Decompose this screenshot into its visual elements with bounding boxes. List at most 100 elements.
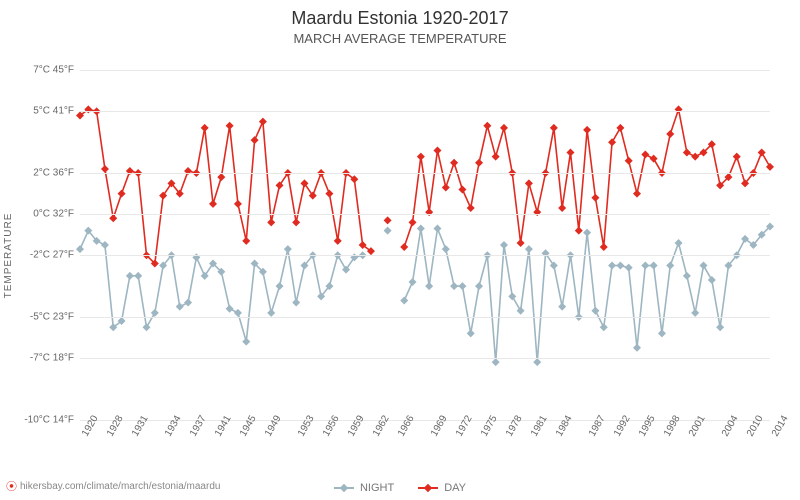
night-marker: [517, 307, 525, 315]
legend-label-day: DAY: [444, 482, 466, 494]
night-marker: [600, 323, 608, 331]
night-marker: [691, 309, 699, 317]
gridline: [80, 214, 770, 215]
gridline: [80, 255, 770, 256]
night-marker: [716, 323, 724, 331]
y-tick-label: -5°C 23°F: [30, 311, 80, 322]
night-marker: [384, 227, 392, 235]
source-text: hikersbay.com/climate/march/estonia/maar…: [20, 481, 220, 492]
gridline: [80, 420, 770, 421]
day-marker: [267, 218, 275, 226]
day-marker: [475, 159, 483, 167]
day-marker: [525, 179, 533, 187]
day-marker: [500, 124, 508, 132]
day-marker: [109, 214, 117, 222]
day-marker: [292, 218, 300, 226]
night-marker: [126, 272, 134, 280]
day-marker: [666, 130, 674, 138]
day-marker: [633, 190, 641, 198]
day-marker: [442, 183, 450, 191]
night-marker: [234, 309, 242, 317]
night-marker: [425, 282, 433, 290]
day-marker: [483, 122, 491, 130]
night-marker: [650, 262, 658, 270]
day-marker: [600, 243, 608, 251]
day-marker: [334, 237, 342, 245]
night-marker: [226, 305, 234, 313]
night-marker: [558, 303, 566, 311]
night-marker: [683, 272, 691, 280]
night-marker: [267, 309, 275, 317]
night-marker: [633, 344, 641, 352]
day-marker: [101, 165, 109, 173]
day-marker: [450, 159, 458, 167]
day-marker: [118, 190, 126, 198]
night-marker: [625, 264, 633, 272]
legend-marker-day: [418, 487, 438, 489]
night-marker: [151, 309, 159, 317]
day-line: [80, 109, 371, 263]
y-tick-label: 7°C 45°F: [33, 65, 80, 76]
night-marker: [508, 292, 516, 300]
night-marker: [242, 338, 250, 346]
y-tick-label: -2°C 27°F: [30, 250, 80, 261]
night-marker: [176, 303, 184, 311]
day-marker: [251, 136, 259, 144]
day-marker: [226, 122, 234, 130]
night-marker: [583, 229, 591, 237]
day-marker: [550, 124, 558, 132]
night-marker: [101, 241, 109, 249]
plot-area: -10°C 14°F-7°C 18°F-5°C 23°F-2°C 27°F0°C…: [80, 60, 770, 430]
night-marker: [658, 329, 666, 337]
night-marker: [467, 329, 475, 337]
day-marker: [201, 124, 209, 132]
night-marker: [458, 282, 466, 290]
night-marker: [442, 245, 450, 253]
day-marker: [242, 237, 250, 245]
day-marker: [758, 149, 766, 157]
day-marker: [608, 138, 616, 146]
legend: NIGHT DAY: [334, 482, 466, 494]
night-marker: [284, 245, 292, 253]
day-marker: [641, 151, 649, 159]
night-marker: [525, 245, 533, 253]
night-marker: [608, 262, 616, 270]
gridline: [80, 317, 770, 318]
chart-svg: [80, 60, 770, 430]
day-marker: [433, 146, 441, 154]
day-marker: [566, 149, 574, 157]
chart-subtitle: MARCH AVERAGE TEMPERATURE: [0, 29, 800, 46]
day-marker: [733, 153, 741, 161]
gridline: [80, 111, 770, 112]
night-marker: [708, 276, 716, 284]
day-marker: [417, 153, 425, 161]
day-marker: [558, 204, 566, 212]
gridline: [80, 70, 770, 71]
day-marker: [458, 186, 466, 194]
day-marker: [650, 155, 658, 163]
night-marker: [400, 297, 408, 305]
y-tick-label: -7°C 18°F: [30, 353, 80, 364]
day-marker: [259, 118, 267, 126]
legend-marker-night: [334, 487, 354, 489]
chart-title: Maardu Estonia 1920-2017: [0, 0, 800, 29]
y-tick-label: 0°C 32°F: [33, 209, 80, 220]
day-marker: [591, 194, 599, 202]
night-line: [404, 227, 770, 363]
legend-label-night: NIGHT: [360, 482, 394, 494]
day-marker: [616, 124, 624, 132]
night-marker: [409, 278, 417, 286]
day-marker: [209, 200, 217, 208]
day-marker: [325, 190, 333, 198]
night-marker: [417, 225, 425, 233]
day-marker: [234, 200, 242, 208]
location-pin-icon: ⦿: [6, 478, 17, 494]
night-line: [80, 231, 363, 342]
night-marker: [276, 282, 284, 290]
day-marker: [217, 173, 225, 181]
y-tick-label: 2°C 36°F: [33, 168, 80, 179]
night-marker: [533, 358, 541, 366]
night-marker: [616, 262, 624, 270]
day-marker: [583, 126, 591, 134]
source-link[interactable]: ⦿ hikersbay.com/climate/march/estonia/ma…: [6, 478, 220, 494]
